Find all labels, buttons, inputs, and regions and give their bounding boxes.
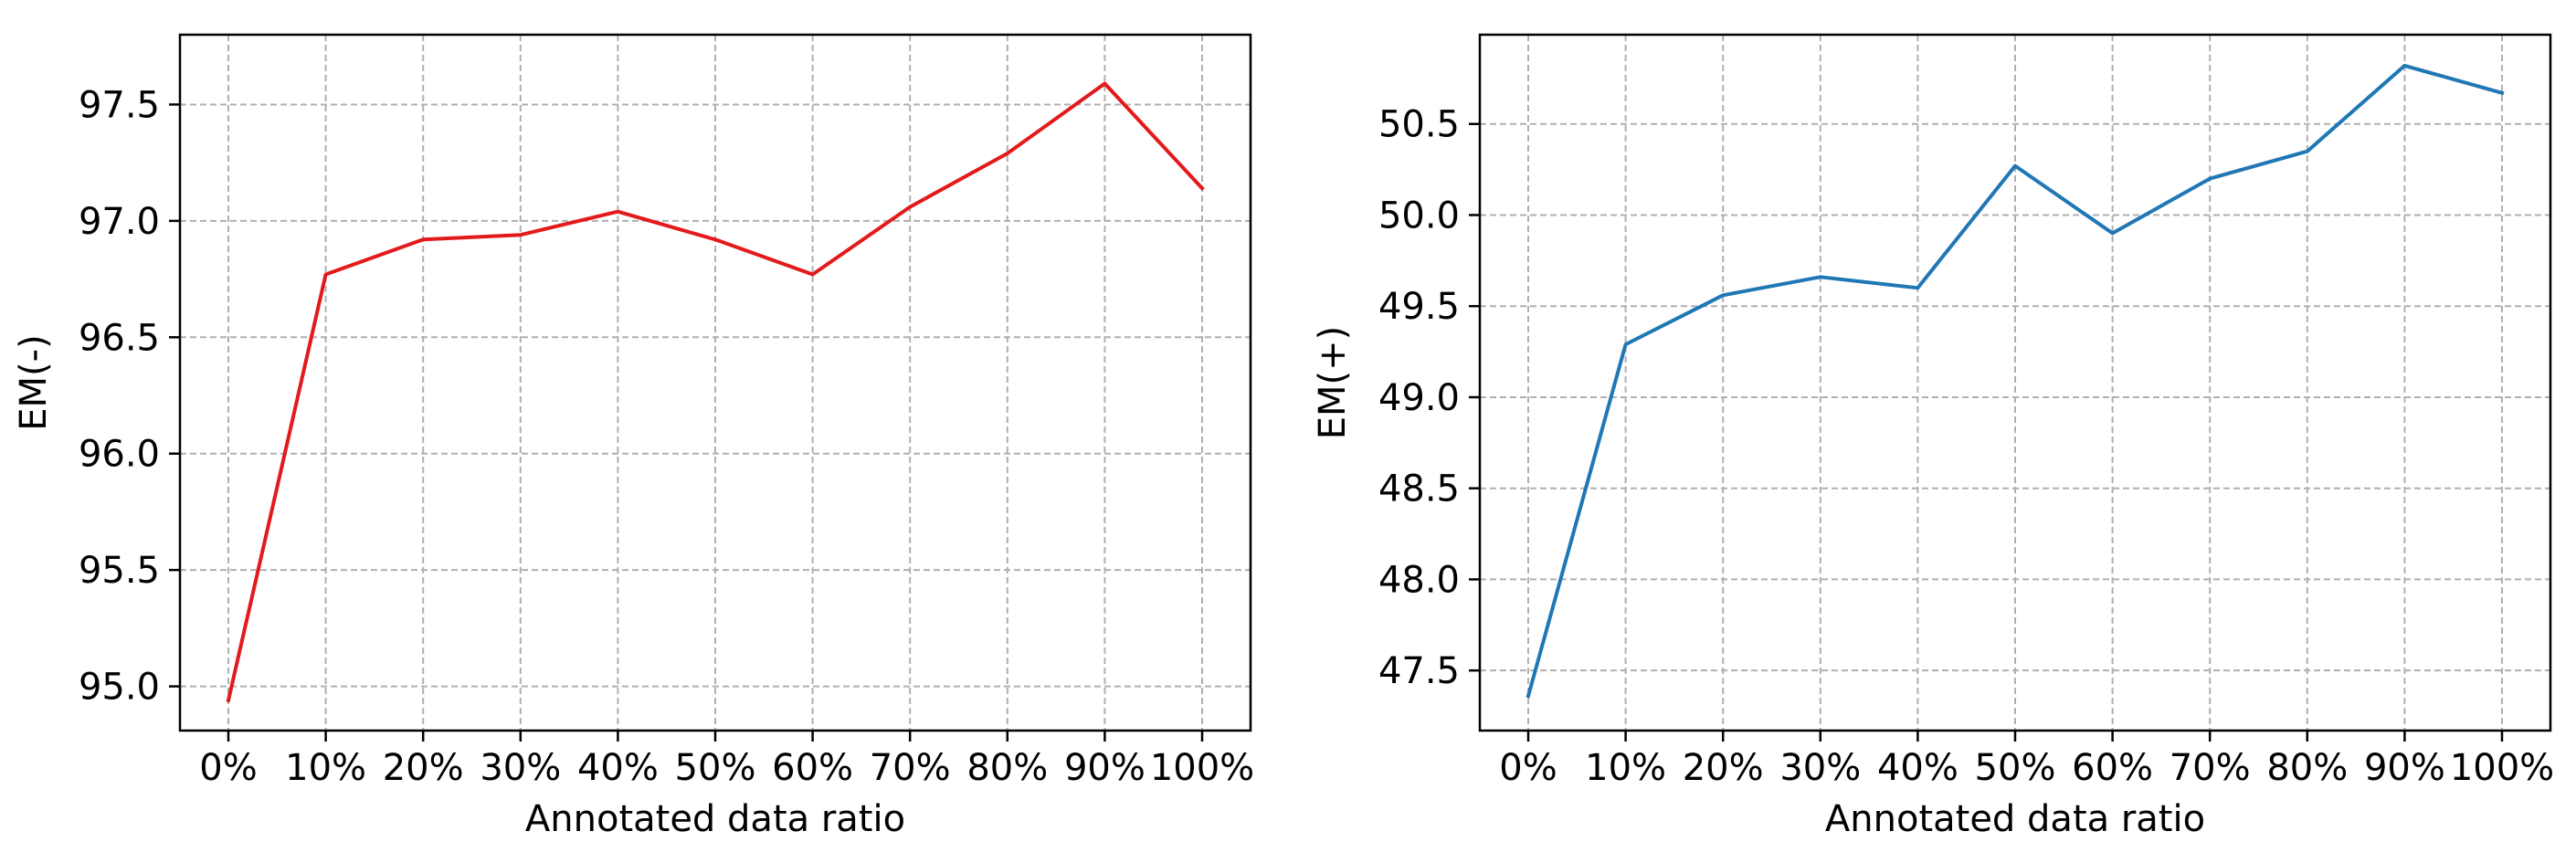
left-x-tick-label: 100% [1150, 747, 1254, 789]
left-x-tick-label: 70% [870, 747, 951, 789]
left-y-tick-label: 95.5 [79, 550, 160, 592]
left-y-tick-label: 95.0 [79, 667, 160, 709]
right-x-tick-label: 30% [1779, 747, 1861, 789]
right-y-tick-label: 49.0 [1378, 377, 1460, 419]
right-x-tick-label: 80% [2266, 747, 2348, 789]
left-x-axis-label: Annotated data ratio [525, 798, 905, 840]
left-x-tick-label: 80% [966, 747, 1048, 789]
right-y-tick-label: 50.5 [1378, 104, 1460, 146]
right-y-tick-label: 47.5 [1378, 650, 1460, 692]
right-x-tick-label: 0% [1499, 747, 1557, 789]
left-y-tick-label: 97.0 [79, 201, 160, 243]
right-x-tick-label: 10% [1585, 747, 1666, 789]
right-x-tick-label: 50% [1975, 747, 2056, 789]
left-chart-panel: 0% 10% 20% 30% 40% 50% 60% 70% 80% 90% 100% 95.0 95.… [13, 33, 1254, 840]
left-y-axis-label: EM(-) [13, 334, 55, 430]
right-x-tick-label: 100% [2450, 747, 2554, 789]
right-x-axis-label: Annotated data ratio [1825, 798, 2205, 840]
right-x-tick-label: 60% [2072, 747, 2153, 789]
right-x-tick-label: 20% [1683, 747, 1764, 789]
left-x-tick-label: 40% [577, 747, 659, 789]
right-y-tick-label: 48.5 [1378, 468, 1460, 510]
left-x-tick-label: 10% [285, 747, 366, 789]
left-x-tick-label: 0% [199, 747, 257, 789]
right-x-tick-label: 90% [2364, 747, 2445, 789]
right-y-tick-label: 49.5 [1378, 286, 1460, 328]
right-chart-panel: 0% 10% 20% 30% 40% 50% 60% 70% 80% 90% 100% 47.5 48.… [1312, 33, 2554, 840]
right-x-tick-label: 70% [2170, 747, 2251, 789]
left-y-tick-label: 97.5 [79, 84, 160, 126]
left-x-tick-label: 30% [480, 747, 561, 789]
right-y-axis-label: EM(+) [1312, 326, 1354, 440]
left-x-tick-label: 60% [772, 747, 853, 789]
right-y-tick-label: 48.0 [1378, 559, 1460, 601]
right-y-tick-label: 50.0 [1378, 195, 1460, 237]
left-x-tick-label: 50% [675, 747, 756, 789]
left-y-tick-label: 96.0 [79, 434, 160, 476]
left-y-tick-label: 96.5 [79, 317, 160, 359]
right-x-tick-label: 40% [1877, 747, 1958, 789]
left-x-tick-label: 90% [1064, 747, 1145, 789]
left-x-tick-label: 20% [383, 747, 464, 789]
